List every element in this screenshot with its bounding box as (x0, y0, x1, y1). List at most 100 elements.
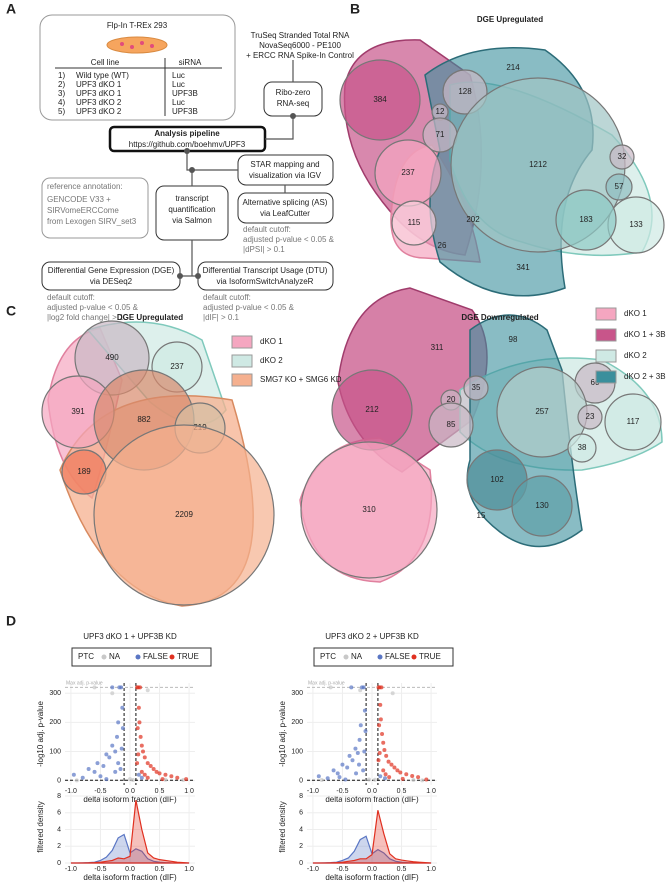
point (163, 772, 168, 777)
point (349, 685, 354, 690)
dge-cutoff-text: default cutoff: (47, 293, 95, 302)
salmon-text: transcript (176, 194, 210, 203)
point (367, 777, 372, 782)
euler-title: DGE Upregulated (477, 15, 543, 24)
legend-marker (411, 654, 417, 660)
point (141, 749, 145, 754)
point (361, 768, 366, 773)
reference-text: GENCODE V33 + (47, 195, 111, 204)
legend-label: FALSE (143, 652, 168, 661)
point (398, 770, 403, 775)
table-cell: UPF3 dKO 2 (76, 98, 122, 107)
point (384, 753, 389, 758)
point (137, 720, 142, 725)
point (118, 766, 123, 771)
euler-circle (339, 59, 421, 141)
point (92, 769, 97, 774)
euler-count: 214 (506, 63, 520, 72)
euler-circle (605, 173, 633, 201)
chart-title: UPF3 dKO 1 + UPF3B KD (83, 632, 177, 641)
point (331, 768, 336, 773)
euler-count: 115 (408, 218, 421, 227)
point (142, 772, 147, 777)
y-axis-label: filtered density (36, 801, 45, 853)
density-area (70, 800, 190, 864)
node-dot (177, 273, 183, 279)
euler-title: DGE Downregulated (461, 313, 538, 322)
point (148, 764, 153, 769)
euler-count: 71 (436, 130, 445, 139)
euler-count: 20 (447, 395, 456, 404)
dge-text: via DESeq2 (90, 277, 133, 286)
point (136, 752, 141, 757)
reference-text: SIRVomeERCCome (47, 206, 119, 215)
point (387, 775, 392, 780)
pipeline-text: Analysis pipeline (154, 129, 220, 138)
legend-swatch (595, 370, 617, 384)
point (139, 743, 144, 748)
y-tick-label: 6 (57, 810, 61, 817)
euler-circle (93, 424, 275, 606)
point (404, 772, 409, 777)
euler-count: 202 (466, 215, 480, 224)
point (169, 774, 174, 779)
euler-circle (300, 441, 438, 579)
salmon-text: via Salmon (172, 216, 212, 225)
point (135, 726, 140, 731)
point (136, 705, 141, 710)
point (328, 685, 333, 690)
legend-label: SMG7 KO + SMG6 KD (260, 375, 342, 384)
point (345, 765, 350, 770)
point (145, 775, 150, 780)
legend-title: PTC (78, 652, 94, 661)
euler-count: 237 (401, 168, 415, 177)
x-tick-label: 0.0 (367, 866, 377, 873)
point (378, 702, 383, 707)
legend-label: TRUE (419, 652, 441, 661)
euler-circle (555, 189, 617, 251)
point (142, 755, 147, 760)
euler-circle (511, 475, 573, 537)
point (71, 772, 76, 777)
cell-dot (130, 45, 134, 49)
table-cell: 1) (58, 71, 65, 80)
point (354, 771, 359, 776)
legend-swatch (231, 354, 253, 368)
euler-count: 183 (579, 215, 593, 224)
as-cutoff-text: default cutoff: (243, 225, 291, 234)
table-cell: UPF3 dKO 1 (76, 80, 122, 89)
legend-marker (377, 654, 383, 660)
point (74, 778, 79, 783)
x-tick-label: 0.5 (155, 866, 165, 873)
legend-marker (135, 654, 141, 660)
panel-label: B (350, 1, 360, 17)
reference-box (41, 177, 149, 239)
euler-count: 311 (431, 343, 444, 352)
ribo-text: RNA-seq (277, 99, 309, 108)
euler-count: 1212 (529, 160, 547, 169)
point (382, 748, 387, 753)
point (355, 750, 360, 755)
point (325, 776, 330, 781)
euler-count: 882 (137, 415, 151, 424)
node-dot (290, 113, 296, 119)
y-tick-label: 0 (299, 777, 303, 784)
y-tick-label: 2 (299, 843, 303, 850)
euler-count: 189 (77, 467, 91, 476)
point (139, 775, 144, 780)
euler-count: 26 (438, 241, 447, 250)
cell-dot (120, 42, 124, 46)
euler-count: 98 (509, 335, 518, 344)
point (343, 777, 348, 782)
dtu-cutoff-text: adjusted p-value < 0.05 & (203, 303, 295, 312)
euler-count: 32 (618, 152, 627, 161)
point (340, 762, 345, 767)
euler-count: 23 (586, 412, 595, 421)
point (379, 685, 384, 690)
y-tick-label: 4 (57, 826, 61, 833)
point (362, 708, 367, 713)
legend-swatch (231, 373, 253, 387)
y-tick-label: 300 (291, 690, 303, 697)
table-cell: UPF3B (172, 89, 198, 98)
euler-count: 490 (105, 353, 119, 362)
